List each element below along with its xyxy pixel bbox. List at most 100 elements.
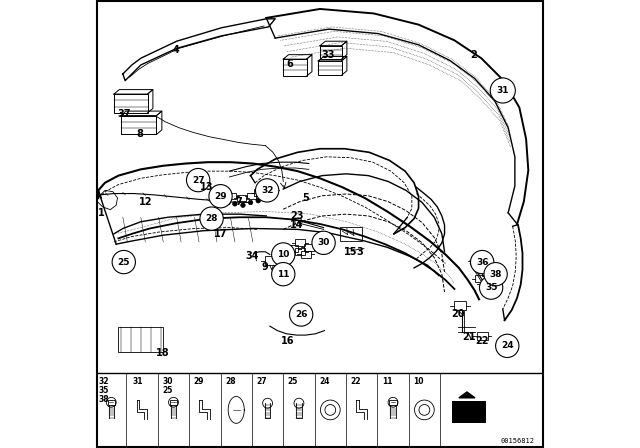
Text: 31: 31 — [132, 377, 143, 386]
Text: 35: 35 — [99, 386, 109, 395]
Circle shape — [248, 200, 253, 205]
Circle shape — [484, 263, 508, 286]
Bar — [121, 116, 157, 134]
Bar — [288, 245, 298, 252]
Text: 21: 21 — [462, 332, 476, 342]
Polygon shape — [459, 392, 475, 398]
Circle shape — [479, 276, 503, 299]
Bar — [304, 244, 314, 251]
Bar — [253, 190, 262, 196]
Text: 8: 8 — [136, 129, 143, 139]
Text: 37: 37 — [117, 109, 131, 119]
Text: 13: 13 — [200, 182, 214, 192]
Bar — [454, 301, 466, 310]
Bar — [264, 256, 277, 265]
Circle shape — [241, 203, 245, 207]
Text: 17: 17 — [214, 229, 227, 239]
Text: 16: 16 — [281, 336, 294, 346]
Text: 29: 29 — [214, 192, 227, 201]
Bar — [482, 269, 492, 276]
Text: 36: 36 — [476, 258, 488, 267]
Text: 32: 32 — [99, 377, 109, 386]
Text: 26: 26 — [295, 310, 307, 319]
Bar — [471, 257, 481, 264]
Text: 12: 12 — [140, 198, 153, 207]
Bar — [267, 187, 276, 194]
Circle shape — [289, 303, 313, 326]
Text: 15: 15 — [344, 247, 357, 257]
Bar — [284, 59, 307, 76]
Text: 22: 22 — [476, 336, 489, 346]
Text: 32: 32 — [261, 186, 273, 195]
Text: 11: 11 — [382, 377, 392, 386]
Circle shape — [490, 78, 515, 103]
Bar — [114, 94, 148, 113]
Circle shape — [271, 263, 295, 286]
Text: 31: 31 — [497, 86, 509, 95]
Bar — [227, 193, 236, 199]
Text: 27: 27 — [192, 176, 204, 185]
Bar — [340, 227, 362, 241]
Text: 20: 20 — [451, 310, 465, 319]
Bar — [237, 195, 246, 201]
Bar — [261, 189, 270, 195]
Bar — [477, 332, 488, 340]
Text: 14: 14 — [290, 220, 303, 230]
Bar — [476, 275, 485, 282]
Bar — [389, 400, 397, 405]
Text: 28: 28 — [225, 377, 236, 386]
Text: 3: 3 — [356, 247, 363, 257]
Text: 2: 2 — [470, 50, 477, 60]
Text: 10: 10 — [413, 377, 424, 386]
Text: 18: 18 — [156, 348, 169, 358]
Text: 38: 38 — [490, 270, 502, 279]
Text: 27: 27 — [257, 377, 267, 386]
Circle shape — [112, 250, 136, 274]
Circle shape — [186, 168, 210, 192]
Bar — [318, 61, 342, 75]
Bar — [301, 251, 310, 258]
Text: 11: 11 — [277, 270, 289, 279]
Text: 00156812: 00156812 — [500, 438, 534, 444]
Text: 28: 28 — [205, 214, 218, 223]
Circle shape — [470, 250, 494, 274]
Text: 25: 25 — [163, 386, 173, 395]
Circle shape — [233, 202, 237, 206]
Circle shape — [209, 185, 232, 208]
Bar — [170, 400, 177, 405]
Text: 23: 23 — [290, 211, 303, 221]
Text: 33: 33 — [321, 50, 335, 60]
Circle shape — [226, 200, 230, 205]
Circle shape — [256, 198, 260, 203]
Circle shape — [312, 231, 335, 254]
Circle shape — [495, 334, 519, 358]
FancyBboxPatch shape — [452, 401, 486, 423]
Circle shape — [200, 207, 223, 230]
Text: 34: 34 — [245, 251, 259, 261]
Text: 25: 25 — [288, 377, 298, 386]
Text: 1: 1 — [98, 208, 105, 218]
Text: 25: 25 — [118, 258, 130, 267]
Text: 24: 24 — [501, 341, 513, 350]
Text: 30: 30 — [163, 377, 173, 386]
Text: 30: 30 — [317, 238, 330, 247]
Bar — [476, 263, 485, 270]
Circle shape — [263, 196, 268, 200]
Text: 29: 29 — [194, 377, 204, 386]
Text: 6: 6 — [286, 59, 293, 69]
Text: 24: 24 — [319, 377, 330, 386]
Circle shape — [271, 243, 295, 266]
Bar — [481, 281, 491, 288]
Bar — [295, 239, 305, 246]
Bar — [108, 400, 115, 405]
Text: 4: 4 — [172, 45, 179, 55]
Text: 38: 38 — [99, 395, 109, 404]
Text: 9: 9 — [262, 262, 269, 271]
Text: 5: 5 — [302, 193, 309, 203]
Text: 22: 22 — [351, 377, 361, 386]
Text: 7: 7 — [235, 198, 242, 207]
Bar — [248, 193, 257, 199]
Text: 10: 10 — [277, 250, 289, 259]
Circle shape — [255, 179, 279, 202]
Bar — [295, 248, 305, 255]
